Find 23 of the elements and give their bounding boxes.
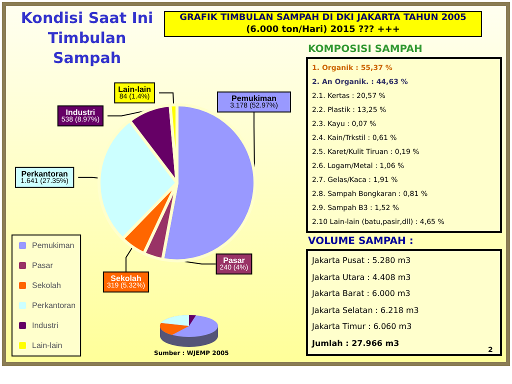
slice-label: Pemukiman bbox=[232, 94, 277, 103]
legend-label: Sekolah bbox=[32, 281, 61, 290]
text: Jakarta Barat : 6.000 m3 bbox=[312, 288, 412, 300]
slice-label: Sekolah bbox=[110, 274, 142, 283]
text: (6.000 ton/Hari) 2015 ??? +++ bbox=[245, 24, 401, 36]
legend-label: Perkantoran bbox=[32, 301, 76, 310]
slice-label: Perkantoran bbox=[21, 169, 68, 178]
text: Jakarta Utara : 4.408 m3 bbox=[312, 272, 412, 284]
legend-label: Industri bbox=[32, 321, 58, 330]
text: VOLUME SAMPAH : bbox=[308, 236, 414, 247]
text: GRAFIK TIMBULAN SAMPAH DI DKI JAKARTA TAHUN 2005 bbox=[178, 12, 468, 24]
text: Jakarta Pusat : 5.280 m3 bbox=[312, 255, 412, 267]
text: Jakarta Selatan : 6.218 m3 bbox=[312, 304, 420, 317]
legend-label: Pasar bbox=[32, 261, 54, 270]
slice-label: Lain-lain bbox=[118, 84, 152, 94]
slice-label: Pasar bbox=[223, 256, 245, 265]
text: Kondisi Saat Ini Timbulan Sampah bbox=[20, 8, 154, 68]
legend-label: Lain-lain bbox=[32, 341, 62, 350]
text: Jakarta Timur : 6.060 m3 bbox=[312, 321, 413, 333]
legend-label: Pemukiman bbox=[32, 241, 74, 250]
text: KOMPOSISI SAMPAH bbox=[308, 44, 424, 55]
text: Jumlah : 27.966 m3 bbox=[312, 338, 400, 348]
slice-label: Industri bbox=[66, 108, 96, 117]
